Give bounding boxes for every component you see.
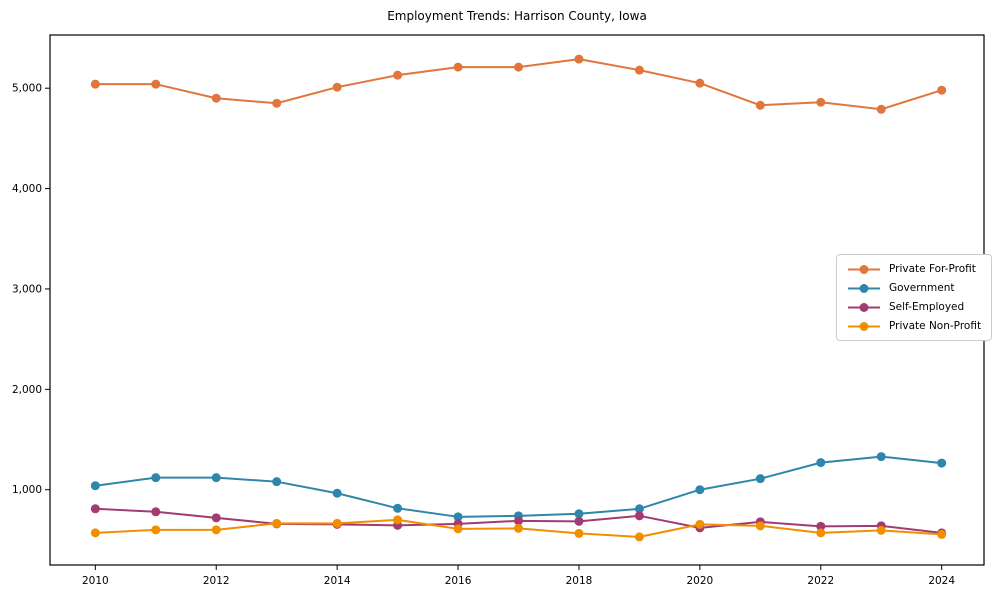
y-tick-label: 5,000 — [12, 83, 42, 95]
data-point-private-non-profit — [90, 528, 100, 538]
data-point-private-non-profit — [332, 518, 342, 528]
legend-item-private-non-profit: Private Non-Profit — [847, 320, 981, 332]
data-point-self-employed — [514, 516, 524, 526]
legend-label: Private For-Profit — [889, 263, 976, 275]
data-point-private-for-profit — [876, 104, 886, 114]
data-point-private-for-profit — [272, 98, 282, 108]
data-point-self-employed — [90, 504, 100, 514]
legend-line-icon — [848, 302, 880, 312]
legend-label: Private Non-Profit — [889, 320, 982, 332]
data-point-government — [574, 509, 584, 519]
x-tick-label: 2024 — [928, 575, 955, 587]
data-point-private-for-profit — [937, 85, 947, 95]
data-point-private-non-profit — [272, 518, 282, 528]
data-point-private-non-profit — [755, 521, 765, 531]
legend-label: Government — [889, 282, 955, 294]
legend-item-government: Government — [847, 282, 981, 294]
data-point-government — [393, 503, 403, 513]
data-point-private-non-profit — [876, 525, 886, 535]
legend-item-self-employed: Self-Employed — [847, 301, 981, 313]
x-tick-label: 2010 — [82, 575, 109, 587]
data-point-private-non-profit — [634, 532, 644, 542]
data-point-private-for-profit — [574, 54, 584, 64]
data-point-private-for-profit — [514, 62, 524, 72]
x-tick-label: 2022 — [807, 575, 834, 587]
data-point-self-employed — [816, 521, 826, 531]
legend-label: Self-Employed — [889, 301, 965, 313]
data-point-private-for-profit — [634, 65, 644, 75]
legend-item-private-for-profit: Private For-Profit — [847, 263, 981, 275]
data-point-private-non-profit — [453, 524, 463, 534]
data-point-government — [755, 474, 765, 484]
x-tick-label: 2016 — [445, 575, 472, 587]
data-point-government — [332, 488, 342, 498]
data-point-government — [816, 458, 826, 468]
data-point-private-non-profit — [211, 525, 221, 535]
chart-title: Employment Trends: Harrison County, Iowa — [387, 9, 647, 23]
data-point-government — [876, 452, 886, 462]
y-tick-label: 2,000 — [12, 384, 42, 396]
data-point-government — [634, 504, 644, 514]
data-point-private-for-profit — [453, 62, 463, 72]
legend-line-icon — [848, 283, 880, 293]
data-point-private-for-profit — [695, 78, 705, 88]
data-point-private-for-profit — [332, 82, 342, 92]
data-point-private-non-profit — [514, 523, 524, 533]
data-point-government — [211, 473, 221, 483]
x-tick-label: 2014 — [324, 575, 351, 587]
data-point-self-employed — [574, 516, 584, 526]
data-point-private-for-profit — [393, 70, 403, 80]
data-point-self-employed — [634, 511, 644, 521]
data-point-private-non-profit — [937, 529, 947, 539]
legend: Private For-Profit Government Self-Emplo… — [836, 254, 993, 341]
data-point-self-employed — [151, 507, 161, 517]
data-point-government — [453, 512, 463, 522]
x-tick-label: 2018 — [566, 575, 593, 587]
x-tick-label: 2020 — [687, 575, 714, 587]
data-point-private-non-profit — [393, 515, 403, 525]
data-point-private-non-profit — [816, 528, 826, 538]
y-tick-label: 1,000 — [12, 484, 42, 496]
data-point-private-for-profit — [755, 100, 765, 110]
legend-line-icon — [848, 264, 880, 274]
data-point-private-for-profit — [151, 79, 161, 89]
data-point-government — [695, 485, 705, 495]
data-point-private-non-profit — [151, 525, 161, 535]
data-point-government — [937, 458, 947, 468]
x-tick-label: 2012 — [203, 575, 230, 587]
data-point-private-non-profit — [574, 528, 584, 538]
data-point-government — [272, 477, 282, 487]
data-point-self-employed — [211, 513, 221, 523]
data-point-government — [151, 473, 161, 483]
y-tick-label: 4,000 — [12, 183, 42, 195]
data-point-private-non-profit — [695, 519, 705, 529]
legend-line-icon — [848, 321, 880, 331]
series-line-government — [95, 455, 942, 518]
y-tick-label: 3,000 — [12, 283, 42, 295]
data-point-government — [90, 481, 100, 491]
data-point-private-for-profit — [816, 97, 826, 107]
data-point-private-for-profit — [90, 79, 100, 89]
data-point-private-for-profit — [211, 93, 221, 103]
